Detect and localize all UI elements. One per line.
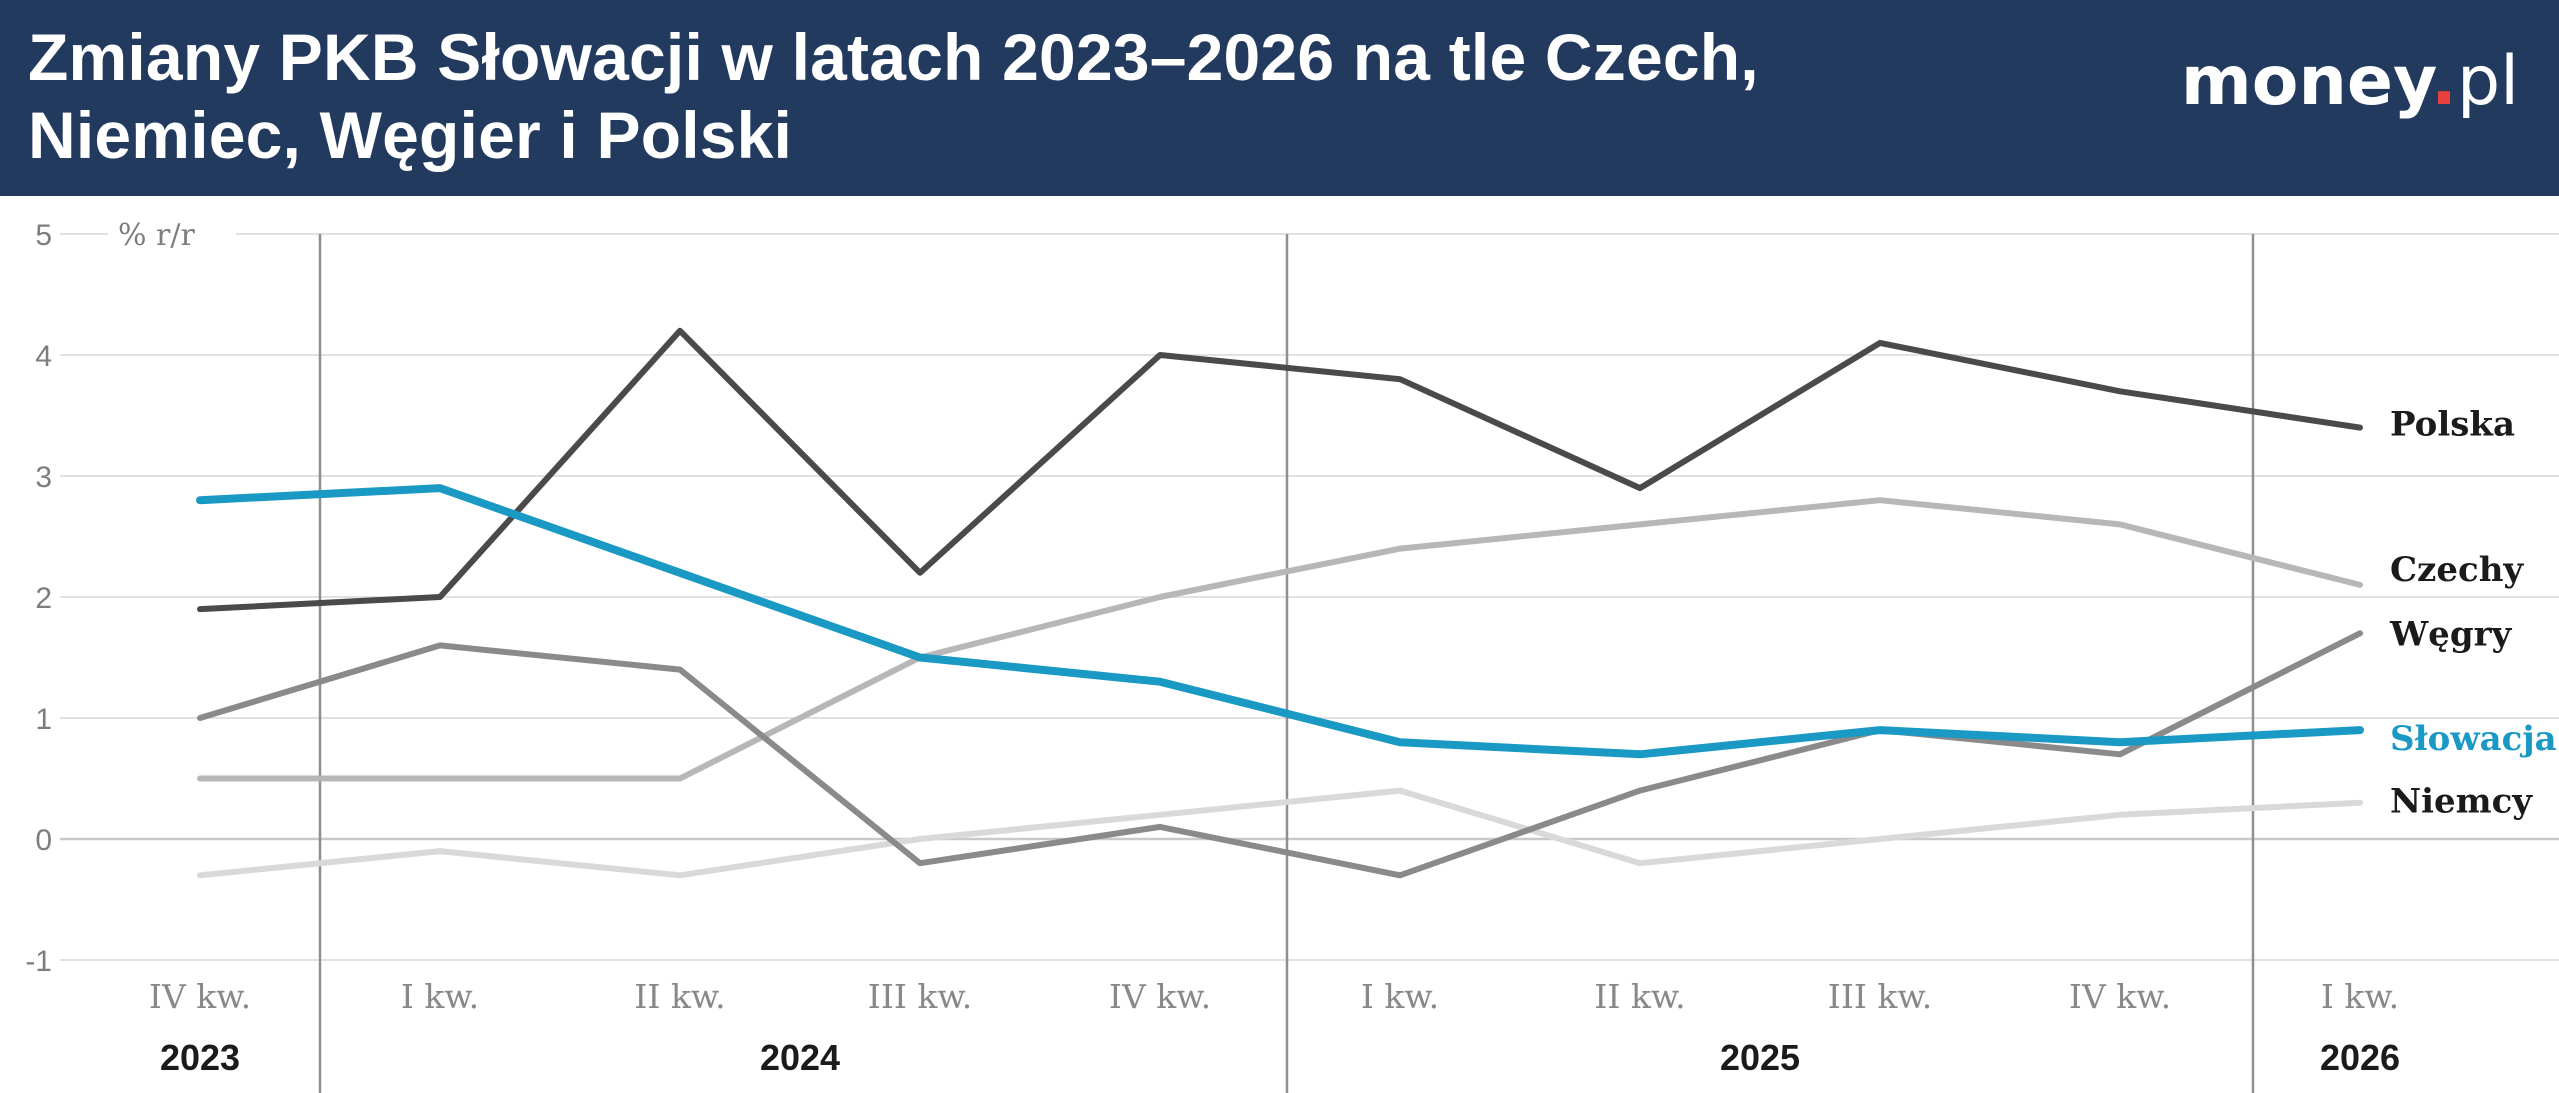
money-pl-logo: money.pl	[2181, 32, 2519, 132]
x-tick-label: II kw.	[1594, 977, 1685, 1016]
logo-dot: .	[2431, 42, 2457, 121]
series-label: Polska	[2390, 405, 2515, 445]
x-tick-label: IV kw.	[149, 977, 251, 1016]
x-tick-label: I kw.	[401, 977, 479, 1016]
y-tick-label: 4	[35, 340, 52, 373]
x-tick-label: III kw.	[868, 977, 972, 1016]
y-axis-unit-label: % r/r	[118, 218, 195, 253]
logo-name: money	[2180, 42, 2432, 121]
y-tick-label: 2	[35, 582, 52, 615]
series-line	[197, 630, 2363, 879]
x-tick-label: IV kw.	[2069, 977, 2171, 1016]
x-tick-label: I kw.	[1361, 977, 1439, 1016]
y-tick-label: -1	[25, 945, 52, 978]
series-label: Słowacja	[2390, 719, 2557, 759]
x-tick-label: II kw.	[634, 977, 725, 1016]
y-tick-label: 0	[35, 824, 52, 857]
x-tick-label: IV kw.	[1109, 977, 1211, 1016]
series-label: Czechy	[2390, 550, 2524, 590]
x-tick-label: I kw.	[2321, 977, 2399, 1016]
year-label: 2026	[2320, 1037, 2400, 1078]
header-bar: Zmiany PKB Słowacji w latach 2023–2026 n…	[0, 0, 2559, 196]
gdp-line-chart: 5 4 3 2 1 0 -1 % r/r IV kw. I kw. II kw. III kw. IV …	[25, 212, 2559, 1093]
series-label: Niemcy	[2390, 782, 2533, 822]
logo-tld: pl	[2456, 42, 2519, 121]
y-tick-label: 1	[35, 703, 52, 736]
series-line	[197, 327, 2363, 613]
year-label: 2025	[1720, 1037, 1800, 1078]
chart-title: Zmiany PKB Słowacji w latach 2023–2026 n…	[28, 20, 1759, 172]
year-label: 2024	[760, 1037, 840, 1078]
x-tick-label: III kw.	[1828, 977, 1932, 1016]
y-tick-label: 3	[35, 461, 52, 494]
series-line	[197, 497, 2363, 782]
y-tick-label: 5	[35, 219, 52, 252]
series-label: Węgry	[2389, 614, 2513, 654]
series-line	[196, 484, 2364, 759]
year-label: 2023	[160, 1037, 240, 1078]
series-line	[197, 787, 2363, 879]
unit-label-background	[108, 212, 236, 256]
